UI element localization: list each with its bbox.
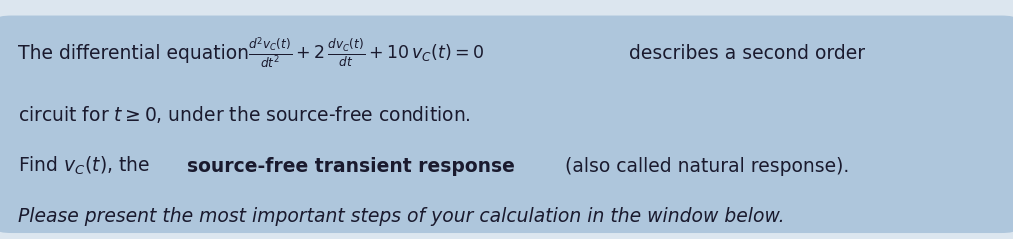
Text: Please present the most important steps of your calculation in the window below.: Please present the most important steps … (18, 207, 785, 226)
Text: The differential equation: The differential equation (18, 44, 255, 63)
Text: circuit for $t \geq 0$, under the source-free condition.: circuit for $t \geq 0$, under the source… (18, 104, 471, 125)
FancyBboxPatch shape (0, 16, 1013, 233)
Text: describes a second order: describes a second order (623, 44, 865, 63)
Text: (also called natural response).: (also called natural response). (559, 157, 850, 176)
Text: source-free transient response: source-free transient response (187, 157, 516, 176)
Text: $\frac{d^2v_C(t)}{dt^2} + 2\,\frac{dv_C(t)}{dt} + 10\,v_C(t) = 0$: $\frac{d^2v_C(t)}{dt^2} + 2\,\frac{dv_C(… (248, 36, 484, 71)
Text: Find $\mathit{v_C(t)}$, the: Find $\mathit{v_C(t)}$, the (18, 155, 152, 177)
